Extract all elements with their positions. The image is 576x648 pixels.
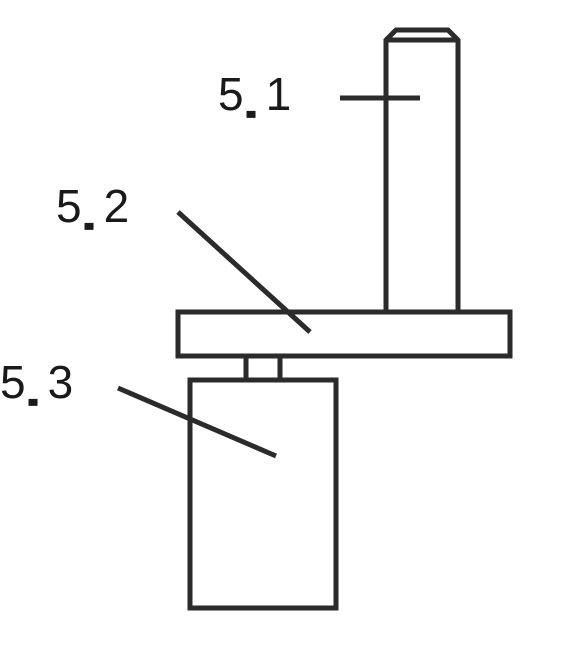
plate xyxy=(178,312,510,356)
label-int: 5 xyxy=(0,356,26,408)
label-int: 5 xyxy=(56,180,82,232)
leader-l53 xyxy=(118,388,276,456)
label-dot xyxy=(85,223,94,230)
label-dot xyxy=(29,399,38,406)
neck xyxy=(246,356,280,380)
label-frac: 1 xyxy=(266,68,292,120)
label-frac: 3 xyxy=(48,356,74,408)
label-l51: 51 xyxy=(218,68,291,120)
label-l53: 53 xyxy=(0,356,73,408)
label-dot xyxy=(247,111,256,118)
label-int: 5 xyxy=(218,68,244,120)
column-top xyxy=(386,30,458,312)
label-frac: 2 xyxy=(104,180,130,232)
block-bottom xyxy=(190,380,336,608)
label-l52: 52 xyxy=(56,180,129,232)
